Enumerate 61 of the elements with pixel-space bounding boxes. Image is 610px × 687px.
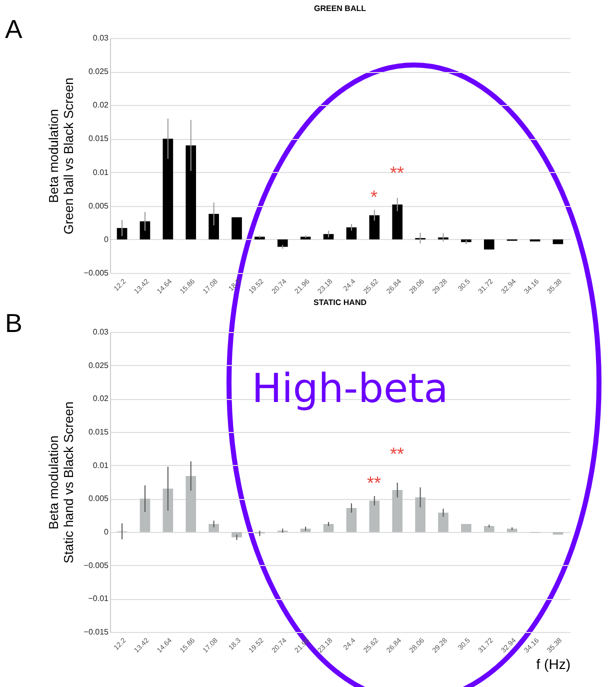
bar xyxy=(186,145,196,240)
bar xyxy=(140,498,150,532)
bar xyxy=(116,228,128,240)
y-tick-label: 0.03 xyxy=(92,328,110,336)
bar xyxy=(369,215,380,240)
bar xyxy=(323,524,334,532)
y-tick-label: 0.015 xyxy=(88,134,110,144)
bar xyxy=(415,497,426,532)
bar xyxy=(369,500,380,532)
bar xyxy=(162,488,174,532)
annotation: ** xyxy=(390,444,404,464)
annotation: * xyxy=(370,187,378,207)
y-tick-label: 0 xyxy=(104,528,110,536)
bar xyxy=(300,236,311,240)
chart-title: STATIC HAND xyxy=(313,298,367,307)
y-tick-label: −0.01 xyxy=(88,594,110,604)
y-tick-label: 0.02 xyxy=(92,100,110,110)
y-tick-label: 0.005 xyxy=(88,494,110,504)
text: B xyxy=(5,308,22,338)
y-axis-title: Beta modulation Static hand vs Black Screen xyxy=(46,402,76,564)
y-axis-title: Beta modulation Green ball vs Black Screen xyxy=(46,78,76,234)
annotation: ** xyxy=(366,473,382,493)
chart-title: GREEN BALL xyxy=(314,4,366,13)
bar xyxy=(277,239,288,247)
bar xyxy=(162,138,174,240)
bar xyxy=(552,239,564,244)
y-tick-label: 0.01 xyxy=(92,460,110,470)
bar xyxy=(392,204,403,240)
bar xyxy=(323,234,334,240)
y-tick-label: 0.015 xyxy=(88,428,110,436)
bar xyxy=(208,214,219,240)
bar xyxy=(461,524,472,532)
bar xyxy=(484,526,494,532)
bar xyxy=(232,532,242,538)
bar xyxy=(300,528,311,532)
y-tick-label: 0.01 xyxy=(92,168,110,177)
y-tick-label: 0.005 xyxy=(88,201,110,210)
bar xyxy=(140,221,150,240)
y-tick-label: 0.03 xyxy=(92,34,110,42)
y-tick-label: 0.025 xyxy=(88,67,110,76)
text: A xyxy=(5,14,23,44)
bar xyxy=(232,217,242,240)
y-tick-label: 0.025 xyxy=(88,360,110,370)
bar xyxy=(484,239,494,250)
x-axis-title: f (Hz) xyxy=(536,656,570,672)
y-tick-label: 0.02 xyxy=(92,394,110,404)
annotation: ** xyxy=(390,163,404,183)
y-tick-label: −0.005 xyxy=(84,268,110,278)
bar xyxy=(392,490,403,532)
annotation: High-beta xyxy=(252,366,448,412)
bar xyxy=(346,508,357,532)
bar xyxy=(552,532,564,535)
y-tick-label: −0.015 xyxy=(84,628,110,636)
bar xyxy=(254,236,265,240)
bar xyxy=(346,227,357,240)
bar xyxy=(438,512,448,532)
y-tick-label: 0 xyxy=(104,234,110,244)
bar xyxy=(506,528,518,532)
bar xyxy=(186,476,196,532)
y-tick-label: −0.005 xyxy=(84,560,110,570)
bar xyxy=(208,524,219,532)
